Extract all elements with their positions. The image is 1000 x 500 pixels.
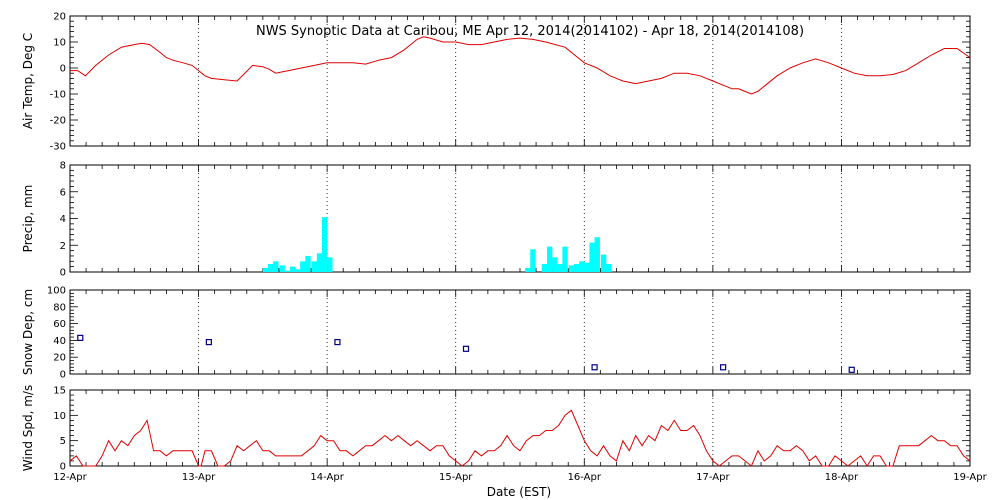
precip-bar	[300, 261, 306, 272]
y-tick-label: 20	[53, 353, 66, 364]
x-axis-label: Date (EST)	[487, 485, 551, 499]
x-tick-label: 18-Apr	[825, 472, 859, 483]
y-tick-label: 40	[53, 336, 66, 347]
y-tick-label: 15	[53, 386, 66, 397]
air-temp-line	[70, 36, 971, 95]
x-tick-label: 16-Apr	[568, 472, 602, 483]
snow-depth-point	[205, 338, 212, 346]
y-tick-label: 80	[53, 302, 66, 313]
x-axis-tick-labels: 12-Apr 13-Apr 14-Apr 15-Apr 16-Apr 17-Apr 18-A…	[53, 472, 987, 483]
precip-bar	[606, 263, 612, 272]
snow-depth-point	[591, 364, 598, 371]
precip-bar	[305, 255, 311, 272]
snow-depth-panel: 0 20 40 60 80 100 Snow Dep, cm	[21, 286, 971, 381]
precip-bar	[552, 257, 558, 272]
y-tick-label: 4	[60, 214, 66, 225]
precip-bar	[584, 262, 590, 272]
y-tick-label: 5	[60, 436, 66, 447]
x-tick-label: 19-Apr	[953, 472, 987, 483]
y-axis-label: Precip, mm	[21, 185, 35, 253]
precip-bar	[279, 265, 285, 272]
precip-bar	[547, 246, 553, 272]
air-temp-panel: -30 -20 -10 0 10 20 Air Temp, Deg C	[21, 12, 971, 153]
precip-bar	[289, 266, 296, 272]
x-tick-label: 17-Apr	[696, 472, 730, 483]
panel-frame	[69, 164, 971, 273]
chart-title: NWS Synoptic Data at Caribou, ME Apr 12,…	[256, 24, 804, 39]
precip-bar	[574, 263, 580, 272]
y-tick-label: 6	[60, 187, 66, 198]
precip-bar	[601, 254, 607, 272]
y-tick-label: 0	[60, 64, 66, 75]
precip-bar	[284, 270, 291, 272]
y-tick-label: -10	[50, 90, 66, 101]
y-tick-label: 100	[47, 286, 66, 297]
y-tick-label: 2	[60, 241, 66, 252]
precip-bar	[579, 261, 585, 272]
y-axis-label: Snow Dep, cm	[21, 289, 35, 375]
y-tick-label: 8	[60, 161, 66, 172]
precip-bar	[525, 267, 531, 272]
precip-bar	[311, 261, 318, 272]
precip-bar	[262, 267, 269, 272]
precip-bar	[268, 263, 274, 272]
snow-depth-point	[334, 338, 341, 346]
y-tick-label: 0	[60, 268, 66, 279]
wind-speed-panel: 0 5 10 15 Wind Spd, m/s	[21, 385, 971, 473]
y-tick-label: 10	[53, 38, 66, 49]
snow-depth-point	[77, 334, 84, 341]
y-tick-label: 10	[53, 411, 66, 422]
x-tick-label: 13-Apr	[182, 472, 216, 483]
y-axis-label: Air Temp, Deg C	[21, 33, 35, 129]
precip-panel: 0 2 4 6 8 Precip, mm	[21, 161, 971, 279]
wind-speed-line	[69, 409, 971, 467]
precip-bar	[541, 263, 548, 272]
y-tick-label: 20	[53, 12, 66, 23]
y-tick-label: 60	[53, 319, 66, 330]
snow-depth-point	[720, 364, 727, 371]
x-tick-label: 15-Apr	[439, 472, 473, 483]
precip-bar	[316, 253, 323, 272]
precip-bar	[557, 263, 563, 272]
y-tick-label: 0	[60, 370, 66, 381]
y-tick-label: -30	[50, 142, 66, 153]
panel-frame	[69, 289, 971, 375]
precip-bar	[568, 265, 575, 272]
precip-bar	[530, 249, 536, 272]
precip-bar	[295, 269, 301, 272]
y-tick-label: 0	[60, 462, 66, 473]
x-tick-label: 12-Apr	[53, 472, 87, 483]
y-axis-label: Wind Spd, m/s	[21, 385, 35, 471]
precip-bar	[562, 246, 568, 272]
snow-depth-point	[848, 366, 855, 373]
precip-bar	[589, 242, 595, 272]
precip-bar	[273, 261, 279, 272]
precip-bar	[322, 217, 328, 272]
precip-bar	[327, 257, 333, 272]
y-tick-label: -20	[50, 116, 66, 127]
x-tick-label: 14-Apr	[310, 472, 344, 483]
panel-frame	[69, 389, 971, 467]
precip-bar	[594, 237, 600, 272]
snow-depth-point	[462, 345, 470, 352]
